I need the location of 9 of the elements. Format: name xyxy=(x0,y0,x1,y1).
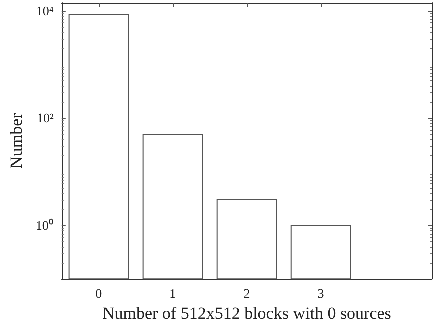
y-tick-label: 10⁰ xyxy=(36,218,54,233)
x-tick-label: 1 xyxy=(170,286,176,302)
x-tick-label: 2 xyxy=(244,286,250,302)
y-axis-title: Number xyxy=(7,112,26,169)
y-tick-label: 10² xyxy=(36,110,54,126)
y-tick-label: 10⁴ xyxy=(36,3,54,18)
x-axis-title: Number of 512x512 blocks with 0 sources xyxy=(102,304,392,323)
x-tick-label: 3 xyxy=(318,286,324,302)
x-tick-label: 0 xyxy=(96,286,102,302)
